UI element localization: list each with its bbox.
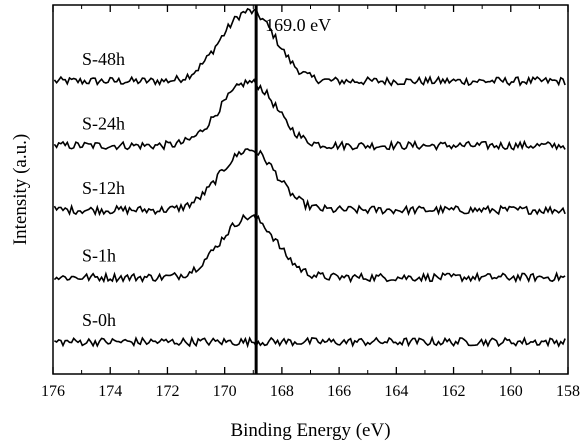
plot-area: 176 174 172 170 168 166 164 162 160 158 S-48h S-24h…	[41, 4, 580, 400]
x-tick-label: 174	[98, 383, 122, 400]
series-line-s-24h	[53, 78, 566, 152]
series-label-s-1h: S-1h	[82, 245, 116, 265]
x-tick-label: 162	[442, 383, 466, 400]
series-line-s-12h	[53, 148, 566, 217]
series-line-s-48h	[53, 7, 566, 87]
series-line-s-1h	[53, 213, 566, 284]
series-label-s-48h: S-48h	[82, 49, 125, 69]
reference-line-label: 169.0 eV	[265, 15, 331, 35]
x-axis-label: Binding Energy (eV)	[230, 420, 390, 441]
series-label-s-12h: S-12h	[82, 178, 125, 198]
x-tick-label: 158	[556, 383, 580, 400]
x-tick-label: 176	[41, 383, 65, 400]
plot-frame	[52, 4, 569, 375]
x-tick-label: 168	[270, 383, 294, 400]
series-line-s-0h	[54, 335, 566, 349]
x-tick-label: 166	[327, 383, 351, 400]
y-axis-label: Intensity (a.u.)	[10, 134, 31, 245]
series-label-s-0h: S-0h	[82, 310, 116, 330]
series-label-s-24h: S-24h	[82, 114, 125, 134]
x-tick-label: 170	[213, 383, 237, 400]
x-tick-label: 164	[384, 383, 408, 400]
x-tick-label: 172	[155, 383, 179, 400]
x-tick-label: 160	[499, 383, 523, 400]
